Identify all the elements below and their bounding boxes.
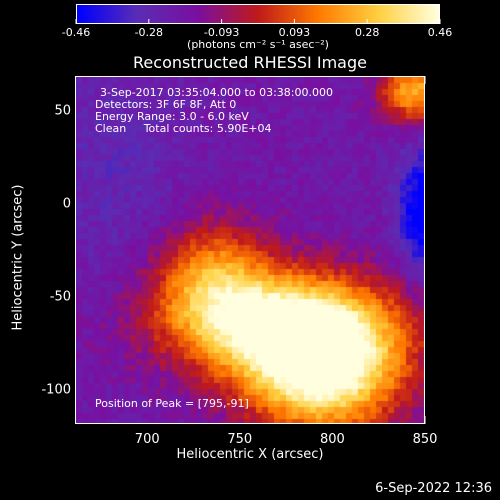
annotation-energy-range: Energy Range: 3.0 - 6.0 keV	[95, 110, 249, 123]
colorbar	[76, 4, 440, 24]
colorbar-tick-label: 0.28	[355, 26, 380, 39]
chart-title: Reconstructed RHESSI Image	[133, 53, 367, 72]
annotation-detectors: Detectors: 3F 6F 8F, Att 0	[95, 98, 237, 111]
y-tick-label: -50	[50, 290, 71, 305]
x-axis-label: Heliocentric X (arcsec)	[176, 447, 324, 462]
plot-frame	[75, 76, 425, 424]
footer-date: 6-Sep-2022 12:36	[375, 481, 492, 496]
x-tick-label: 850	[413, 432, 438, 447]
peak-position-label: Position of Peak = [795,-91]	[95, 397, 249, 410]
x-tick-label: 800	[320, 432, 345, 447]
colorbar-tick-label: -0.28	[135, 26, 163, 39]
y-axis-label: Heliocentric Y (arcsec)	[10, 184, 26, 331]
heatmap-image	[76, 77, 424, 423]
x-tick-label: 700	[135, 432, 160, 447]
colorbar-tick-label: 0.46	[428, 26, 453, 39]
x-tick-label: 750	[227, 432, 252, 447]
y-tick-label: 50	[54, 103, 71, 118]
colorbar-tick-label: -0.093	[204, 26, 239, 39]
y-tick-label: 0	[63, 197, 71, 212]
y-tick-label: -100	[41, 383, 71, 398]
annotation-clean-counts: Clean Total counts: 5.90E+04	[95, 122, 272, 135]
annotation-time-range: 3-Sep-2017 03:35:04.000 to 03:38:00.000	[100, 86, 333, 99]
colorbar-unit-label: (photons cm⁻² s⁻¹ asec⁻²)	[187, 38, 329, 51]
colorbar-tick-label: 0.093	[279, 26, 311, 39]
colorbar-tick-label: -0.46	[62, 26, 90, 39]
